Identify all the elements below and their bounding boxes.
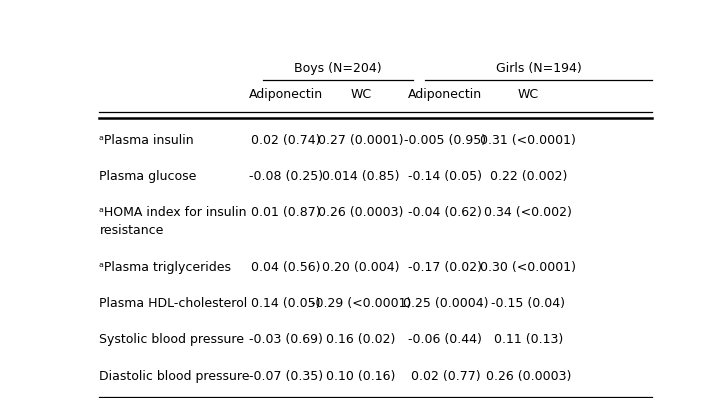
Text: -0.03 (0.69): -0.03 (0.69) [249,334,323,346]
Text: 0.16 (0.02): 0.16 (0.02) [326,334,395,346]
Text: 0.30 (<0.0001): 0.30 (<0.0001) [480,261,577,274]
Text: ᵃPlasma insulin: ᵃPlasma insulin [100,134,194,146]
Text: -0.17 (0.02): -0.17 (0.02) [408,261,483,274]
Text: -0.005 (0.95): -0.005 (0.95) [404,134,486,146]
Text: 0.04 (0.56): 0.04 (0.56) [251,261,320,274]
Text: -0.15 (0.04): -0.15 (0.04) [491,297,565,310]
Text: -0.07 (0.35): -0.07 (0.35) [248,369,323,382]
Text: ᵃHOMA index for insulin: ᵃHOMA index for insulin [100,206,247,219]
Text: Boys (N=204): Boys (N=204) [293,62,381,74]
Text: 0.26 (0.0003): 0.26 (0.0003) [486,369,571,382]
Text: Adiponectin: Adiponectin [408,88,483,101]
Text: Plasma glucose: Plasma glucose [100,170,197,183]
Text: WC: WC [350,88,371,101]
Text: -0.29 (<0.0001): -0.29 (<0.0001) [311,297,411,310]
Text: 0.02 (0.77): 0.02 (0.77) [411,369,480,382]
Text: -0.14 (0.05): -0.14 (0.05) [408,170,483,183]
Text: 0.31 (<0.0001): 0.31 (<0.0001) [480,134,576,146]
Text: 0.14 (0.05): 0.14 (0.05) [251,297,320,310]
Text: WC: WC [518,88,539,101]
Text: Girls (N=194): Girls (N=194) [496,62,581,74]
Text: 0.10 (0.16): 0.10 (0.16) [326,369,395,382]
Text: -0.06 (0.44): -0.06 (0.44) [408,334,482,346]
Text: 0.014 (0.85): 0.014 (0.85) [322,170,400,183]
Text: 0.34 (<0.002): 0.34 (<0.002) [484,206,572,219]
Text: Plasma HDL-cholesterol: Plasma HDL-cholesterol [100,297,248,310]
Text: resistance: resistance [100,224,164,237]
Text: Diastolic blood pressure: Diastolic blood pressure [100,369,250,382]
Text: 0.01 (0.87): 0.01 (0.87) [251,206,320,219]
Text: 0.27 (0.0001): 0.27 (0.0001) [318,134,403,146]
Text: 0.25 (0.0004): 0.25 (0.0004) [403,297,488,310]
Text: 0.02 (0.74): 0.02 (0.74) [251,134,320,146]
Text: ᵃPlasma triglycerides: ᵃPlasma triglycerides [100,261,232,274]
Text: 0.26 (0.0003): 0.26 (0.0003) [318,206,403,219]
Text: Adiponectin: Adiponectin [248,88,323,101]
Text: -0.04 (0.62): -0.04 (0.62) [408,206,482,219]
Text: 0.22 (0.002): 0.22 (0.002) [489,170,567,183]
Text: 0.20 (0.004): 0.20 (0.004) [322,261,400,274]
Text: -0.08 (0.25): -0.08 (0.25) [248,170,323,183]
Text: 0.11 (0.13): 0.11 (0.13) [494,334,563,346]
Text: Systolic blood pressure: Systolic blood pressure [100,334,245,346]
